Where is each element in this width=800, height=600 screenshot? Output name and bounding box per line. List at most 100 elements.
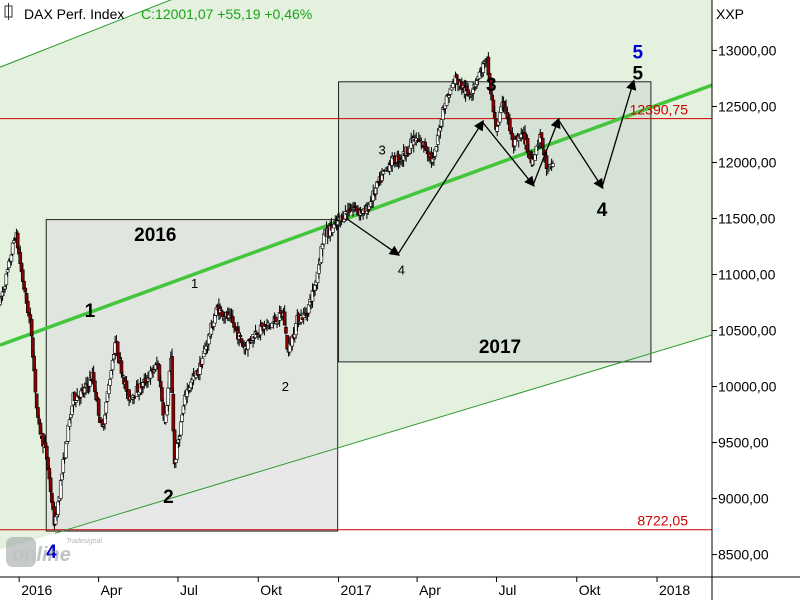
candle-body-139 bbox=[174, 459, 178, 463]
watermark-badge bbox=[6, 537, 36, 567]
candle-body-83 bbox=[103, 414, 107, 425]
candle-body-226 bbox=[284, 326, 288, 334]
candle-body-22 bbox=[26, 300, 30, 313]
wave-label-11: 5 bbox=[633, 64, 644, 85]
candle-body-96 bbox=[119, 360, 124, 374]
candle-body-388 bbox=[489, 79, 493, 95]
forecast-arrows-layer bbox=[346, 79, 637, 256]
level-label-0: 12390,75 bbox=[630, 102, 689, 118]
candle-body-229 bbox=[287, 342, 292, 353]
candle-body-78 bbox=[96, 398, 101, 416]
candle-body-31 bbox=[37, 418, 42, 423]
candle-body-48 bbox=[58, 480, 63, 499]
wave-annotations-layer: 2016 2017 1 2 4 1 2 3 4 3 4 55 bbox=[46, 42, 643, 563]
wave-label-6: 2 bbox=[282, 379, 289, 394]
candle-body-50 bbox=[61, 459, 66, 473]
candle-body-142 bbox=[177, 436, 182, 440]
candle-body-20 bbox=[23, 287, 28, 292]
candle-body-127 bbox=[158, 381, 163, 388]
candle-body-190 bbox=[238, 334, 243, 338]
candle-body-393 bbox=[495, 126, 500, 132]
y-tick-label-3: 10000,00 bbox=[718, 379, 777, 395]
x-tick-label-7: Okt bbox=[579, 582, 601, 598]
candle-body-281 bbox=[353, 205, 358, 208]
x-tick-label-2: Jul bbox=[180, 582, 198, 598]
trend-lines-layer bbox=[0, 0, 712, 534]
x-tick-label-8: 2018 bbox=[659, 582, 690, 598]
candle-body-374 bbox=[471, 88, 475, 94]
candle-body-277 bbox=[348, 209, 353, 212]
candle-body-143 bbox=[179, 421, 183, 436]
candle-body-433 bbox=[546, 169, 550, 172]
candle-body-52 bbox=[63, 441, 68, 459]
forecast-arrow-4 bbox=[557, 119, 604, 190]
candle-body-119 bbox=[148, 370, 153, 379]
candle-body-303 bbox=[381, 171, 386, 175]
wave-label-1: 2017 bbox=[479, 337, 521, 358]
channel-upper bbox=[0, 0, 172, 68]
y-tick-label-2: 9500,00 bbox=[718, 435, 769, 451]
forecast-arrow-2 bbox=[482, 121, 535, 187]
candle-body-428 bbox=[539, 132, 544, 139]
y-tick-label-8: 12500,00 bbox=[718, 98, 777, 114]
candle-body-196 bbox=[246, 340, 250, 350]
y-tick-label-6: 11500,00 bbox=[718, 210, 776, 226]
wave-label-5: 1 bbox=[191, 276, 198, 291]
y-tick-label-9: 13000,00 bbox=[718, 42, 777, 58]
wave-label-2: 1 bbox=[85, 301, 96, 322]
forecast-arrow-1 bbox=[397, 119, 484, 255]
y-tick-label-5: 11000,00 bbox=[718, 266, 776, 282]
wave-label-7: 3 bbox=[379, 143, 386, 158]
candle-body-140 bbox=[175, 443, 179, 460]
candle-body-29 bbox=[34, 393, 39, 409]
candle-body-128 bbox=[160, 387, 164, 402]
chart-header: DAX Perf. Index C:12001,07 +55,19 +0,46%… bbox=[4, 3, 744, 22]
x-tick-label-0: 2016 bbox=[21, 582, 52, 598]
candle-body-89 bbox=[110, 359, 115, 371]
y-tick-label-0: 8500,00 bbox=[718, 547, 769, 563]
x-tick-label-5: Apr bbox=[419, 582, 441, 598]
candle-body-137 bbox=[171, 394, 176, 432]
candle-body-40 bbox=[48, 477, 53, 493]
candle-body-429 bbox=[540, 138, 545, 149]
wave-label-4: 4 bbox=[46, 542, 57, 563]
candle-body-84 bbox=[104, 401, 109, 414]
wave-label-10: 4 bbox=[597, 200, 608, 221]
candle-body-407 bbox=[513, 139, 517, 147]
candle-body-46 bbox=[56, 501, 60, 515]
candle-body-218 bbox=[274, 316, 278, 322]
forecast-arrow-0 bbox=[346, 217, 401, 256]
watermark-logo: Tradesignal online bbox=[6, 537, 103, 567]
candle-body-358 bbox=[451, 83, 455, 88]
candle-body-144 bbox=[180, 414, 184, 422]
level-label-1: 8722,05 bbox=[637, 513, 688, 529]
candlestick-series bbox=[0, 52, 555, 530]
wave-label-8: 4 bbox=[398, 262, 405, 277]
candle-body-437 bbox=[551, 163, 555, 167]
watermark-line2: online bbox=[12, 544, 71, 566]
candle-body-219 bbox=[275, 323, 279, 325]
y-tick-label-7: 12000,00 bbox=[718, 154, 777, 170]
candle-body-28 bbox=[33, 368, 38, 393]
x-tick-label-3: Okt bbox=[260, 582, 282, 598]
candle-body-390 bbox=[491, 99, 496, 113]
candle-body-25 bbox=[29, 319, 34, 337]
watermark-line1: Tradesignal bbox=[66, 538, 103, 545]
chart-title: DAX Perf. Index bbox=[24, 6, 124, 22]
wave-label-9: 3 bbox=[486, 75, 497, 96]
candle-body-129 bbox=[161, 402, 166, 416]
candle-body-175 bbox=[219, 309, 224, 312]
candle-body-386 bbox=[486, 56, 491, 76]
candle-body-136 bbox=[170, 356, 174, 393]
candle-body-225 bbox=[282, 311, 287, 326]
x-tick-label-4: 2017 bbox=[341, 582, 372, 598]
candle-body-30 bbox=[36, 407, 40, 418]
symbol-label: XXP bbox=[716, 6, 744, 22]
y-tick-label-4: 10500,00 bbox=[718, 323, 777, 339]
y-tick-label-1: 9000,00 bbox=[718, 491, 769, 507]
candle-body-337 bbox=[424, 146, 429, 151]
candle-body-160 bbox=[200, 357, 205, 365]
trend-line bbox=[0, 83, 712, 347]
candle-body-53 bbox=[65, 441, 69, 445]
